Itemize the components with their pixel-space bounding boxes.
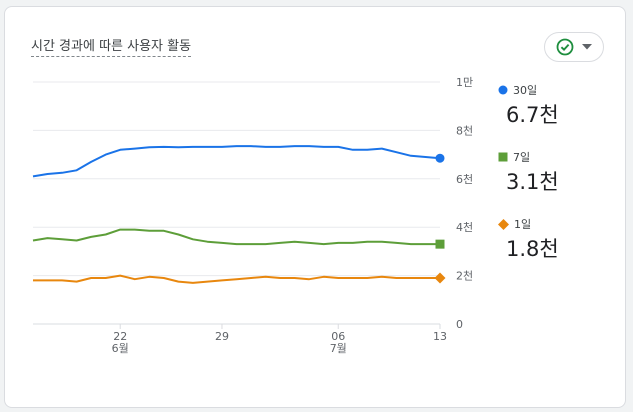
x-tick-sublabel: 6월	[112, 342, 129, 355]
legend-label: 30일	[513, 84, 538, 97]
status-dropdown-button[interactable]	[544, 32, 604, 62]
diamond-marker-icon	[498, 218, 509, 230]
legend-item-30d: 30일 6.7천	[498, 82, 559, 129]
legend-item-1d: 1일 1.8천	[498, 216, 559, 263]
x-tick-label: 13	[433, 330, 447, 343]
series-line-2	[33, 274, 440, 284]
user-activity-card: 시간 경과에 따른 사용자 활동	[4, 6, 626, 408]
series-line-0	[32, 145, 441, 178]
legend-item-7d: 7일 3.1천	[498, 149, 559, 196]
circle-marker-icon	[498, 85, 508, 95]
legend-label: 1일	[514, 218, 532, 231]
caret-down-icon	[582, 44, 592, 50]
y-tick-label: 8천	[456, 123, 473, 137]
check-circle-icon	[556, 38, 574, 56]
y-tick-label: 6천	[456, 172, 473, 186]
series-end-marker-2[interactable]	[434, 272, 446, 284]
x-tick-label: 22	[113, 330, 127, 343]
y-tick-label: 4천	[456, 220, 473, 234]
x-tick-sublabel: 7월	[330, 342, 347, 355]
series-line-1	[32, 228, 440, 246]
series-end-marker-1[interactable]	[435, 239, 445, 249]
x-tick-label: 06	[331, 330, 345, 343]
y-tick-label: 0	[456, 318, 463, 331]
legend-value: 6.7천	[506, 103, 559, 127]
square-marker-icon	[498, 152, 508, 162]
legend-value: 1.8천	[506, 237, 559, 261]
y-tick-label: 2천	[456, 269, 473, 283]
card-title[interactable]: 시간 경과에 따른 사용자 활동	[31, 35, 192, 57]
legend-value: 3.1천	[506, 170, 559, 194]
y-tick-label: 1만	[456, 76, 473, 89]
series-end-marker-0[interactable]	[435, 153, 445, 163]
legend-label: 7일	[513, 151, 531, 164]
x-tick-label: 29	[215, 330, 229, 343]
